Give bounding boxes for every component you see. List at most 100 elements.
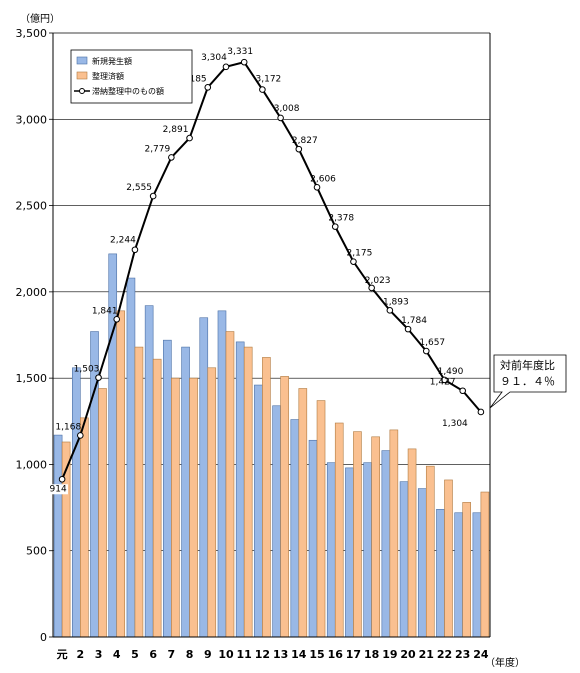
line-data-label: 1,427 [430,378,456,388]
x-tick-label: 9 [204,648,212,661]
x-tick-label: 8 [186,648,194,661]
x-tick-label: 20 [400,648,416,661]
line-marker-13 [295,145,303,153]
line-data-label: 2,827 [292,136,318,146]
bar-new-7 [181,346,190,638]
bar-new-9 [217,310,227,638]
bar-new-12 [272,405,281,638]
bar-settled-15 [334,422,344,638]
x-tick-label: 6 [149,648,157,661]
line-data-label: 2,023 [365,276,391,286]
label-background [48,484,68,495]
y-axis-ticks: 0 500 1,000 1,500 2,000 2,500 3,000 3,500 [16,27,53,644]
bars [53,253,490,638]
legend-swatch-new [76,56,88,65]
bar-new-13 [290,419,300,638]
line-data-label: 1,304 [442,419,468,429]
bar-new-11 [254,384,263,638]
bar-new-14 [308,439,318,638]
bar-settled-1 [80,417,89,638]
bar-new-4 [126,277,136,638]
legend-box [70,49,193,104]
balance-line [58,58,485,483]
line-marker-1 [77,432,84,439]
line-marker-8 [204,84,212,91]
line-marker-12 [277,114,284,122]
bar-new-21 [436,508,445,638]
line-data-label: 1,893 [383,297,409,307]
bar-settled-12 [280,376,289,638]
bar-new-15 [326,462,336,638]
x-tick-label: 18 [364,648,379,661]
bar-settled-10 [243,346,253,638]
line-marker-6 [168,154,175,161]
y-tick-label: 3,500 [16,27,48,40]
y-tick-label: 0 [40,631,47,644]
x-tick-label: 7 [168,648,176,661]
bar-settled-23 [480,491,490,638]
line-marker-19 [404,325,412,333]
line-data-label: 3,008 [274,104,300,114]
line-data-label: 2,244 [110,236,136,246]
line-data-label: 1,503 [74,365,100,375]
callout-line1: 対前年度比 [500,358,555,372]
bar-new-16 [345,467,354,638]
bar-settled-3 [116,310,126,638]
bar-settled-14 [316,400,326,638]
line-data-label: 2,779 [144,144,170,154]
line-marker-11 [259,86,266,93]
line-data-label: 1,657 [419,338,445,348]
line-marker-5 [149,192,157,200]
line-data-label: 1,168 [55,422,81,432]
legend: 新規発生額 整理済額 滞納整理中のもの額 [70,49,193,104]
legend-label-new: 新規発生額 [92,56,132,66]
bar-settled-18 [389,429,399,638]
line-data-label: 1,784 [401,316,427,326]
line-marker-10 [240,58,248,66]
line-data-label: 2,606 [310,174,336,184]
bar-settled-17 [371,436,380,638]
x-tick-label: 5 [131,648,139,661]
bar-settled-11 [262,357,271,638]
x-axis-ticks: 元 2 3 4 5 6 7 8 9 10 11 12 13 14 15 16 17 18 19 20 21 22 23 24 [57,648,489,661]
line-marker-4 [131,246,139,254]
bar-new-19 [399,481,409,638]
legend-label-balance: 滞納整理中のもの額 [92,86,164,96]
y-axis-unit: （億円） [20,12,60,25]
line-marker-3 [113,315,121,323]
line-marker-20 [422,347,430,355]
x-tick-label: 3 [95,648,103,661]
bar-new-23 [472,512,482,638]
legend-swatch-settled [76,71,88,80]
bar-settled-9 [225,331,235,638]
bar-settled-21 [444,479,453,638]
bar-new-22 [454,512,463,638]
x-axis-unit: （年度） [485,656,525,669]
callout-box [489,354,567,409]
line-data-label: 2,175 [347,249,373,259]
x-tick-label: 元 [57,648,68,661]
line-data-label: 3,185 [181,74,207,84]
line-marker-18 [386,307,394,314]
x-tick-label: 23 [455,648,470,661]
bar-settled-20 [425,465,435,638]
x-tick-label: 2 [76,648,84,661]
bar-new-17 [363,462,372,638]
line-marker-16 [350,258,357,265]
x-tick-label: 19 [382,648,397,661]
line-data-label: 2,891 [163,125,189,135]
line-data-labels: 914 1,168 1,503 1,841 2,244 2,555 2,779 2,891 3,… [48,47,468,495]
bar-new-0 [53,434,63,638]
line-marker-23 [477,408,485,416]
x-tick-label: 16 [328,648,344,661]
bar-new-5 [144,305,154,638]
x-tick-label: 11 [237,648,252,661]
line-data-label: 3,304 [201,53,227,63]
bar-settled-19 [407,448,417,638]
bar-new-1 [72,367,81,638]
y-tick-label: 500 [26,545,47,558]
line-marker-21 [441,376,448,384]
line-marker-7 [186,134,193,142]
legend-label-settled: 整理済額 [92,71,124,81]
